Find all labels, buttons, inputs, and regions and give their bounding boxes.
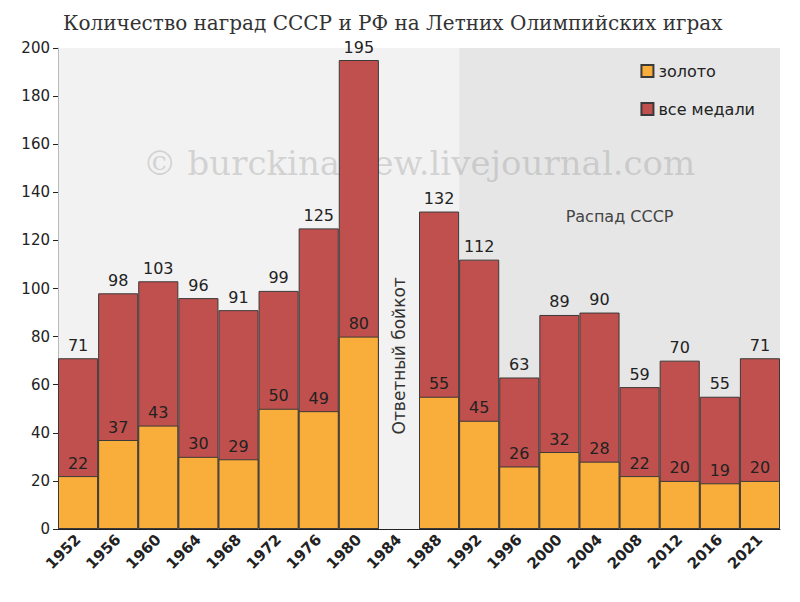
svg-text:60: 60	[31, 376, 50, 394]
svg-text:200: 200	[21, 39, 50, 57]
svg-text:103: 103	[143, 259, 174, 278]
svg-text:Распад СССР: Распад СССР	[566, 207, 674, 226]
svg-text:© burckina-new.livejournal.com: © burckina-new.livejournal.com	[143, 143, 696, 183]
svg-text:49: 49	[309, 389, 329, 408]
svg-text:112: 112	[464, 237, 495, 256]
svg-text:1976: 1976	[283, 531, 325, 573]
svg-text:96: 96	[188, 276, 208, 295]
svg-text:59: 59	[629, 365, 649, 384]
svg-text:89: 89	[549, 292, 569, 311]
svg-text:2004: 2004	[564, 531, 606, 573]
svg-text:1964: 1964	[163, 531, 205, 573]
svg-text:золото: золото	[658, 62, 715, 81]
svg-text:132: 132	[424, 189, 455, 208]
svg-text:Ответный бойкот: Ответный бойкот	[389, 277, 409, 434]
svg-text:63: 63	[509, 355, 529, 374]
svg-text:22: 22	[629, 454, 649, 473]
svg-text:180: 180	[21, 87, 50, 105]
svg-text:32: 32	[549, 430, 569, 449]
svg-text:30: 30	[188, 434, 208, 453]
svg-text:140: 140	[21, 183, 50, 201]
svg-text:1996: 1996	[483, 531, 525, 573]
svg-text:37: 37	[108, 418, 128, 437]
svg-text:100: 100	[21, 280, 50, 298]
svg-text:19: 19	[710, 461, 730, 480]
svg-text:80: 80	[31, 328, 50, 346]
svg-text:2021: 2021	[724, 531, 766, 573]
svg-text:55: 55	[710, 374, 730, 393]
svg-text:2008: 2008	[604, 531, 646, 573]
svg-text:71: 71	[68, 336, 88, 355]
svg-text:70: 70	[670, 338, 690, 357]
svg-text:все медали: все медали	[658, 100, 755, 119]
svg-text:99: 99	[268, 268, 288, 287]
svg-text:0: 0	[40, 520, 50, 538]
svg-text:28: 28	[589, 439, 609, 458]
svg-text:26: 26	[509, 444, 529, 463]
svg-text:195: 195	[344, 38, 375, 57]
svg-text:20: 20	[670, 458, 690, 477]
svg-text:22: 22	[68, 454, 88, 473]
svg-text:1992: 1992	[443, 531, 485, 573]
svg-text:1956: 1956	[82, 531, 124, 573]
svg-text:120: 120	[21, 231, 50, 249]
svg-text:50: 50	[268, 386, 288, 405]
svg-text:98: 98	[108, 271, 128, 290]
svg-text:2000: 2000	[524, 531, 566, 573]
svg-text:43: 43	[148, 403, 168, 422]
svg-text:80: 80	[349, 314, 369, 333]
svg-text:1984: 1984	[363, 531, 405, 573]
svg-text:71: 71	[750, 336, 770, 355]
svg-text:91: 91	[228, 288, 248, 307]
svg-text:29: 29	[228, 437, 248, 456]
svg-text:1968: 1968	[203, 531, 245, 573]
svg-text:2012: 2012	[644, 531, 686, 573]
svg-text:1988: 1988	[403, 531, 445, 573]
svg-text:2016: 2016	[684, 531, 726, 573]
svg-text:90: 90	[589, 290, 609, 309]
svg-text:1980: 1980	[323, 531, 365, 573]
svg-text:Количество наград СССР и РФ на: Количество наград СССР и РФ на Летних Ол…	[63, 11, 723, 35]
svg-text:160: 160	[21, 135, 50, 153]
svg-text:1972: 1972	[243, 531, 285, 573]
svg-text:1960: 1960	[122, 531, 164, 573]
svg-text:20: 20	[31, 472, 50, 490]
svg-text:55: 55	[429, 374, 449, 393]
svg-text:40: 40	[31, 424, 50, 442]
svg-text:20: 20	[750, 458, 770, 477]
svg-text:45: 45	[469, 398, 489, 417]
svg-text:1952: 1952	[42, 531, 84, 573]
svg-text:125: 125	[303, 206, 334, 225]
